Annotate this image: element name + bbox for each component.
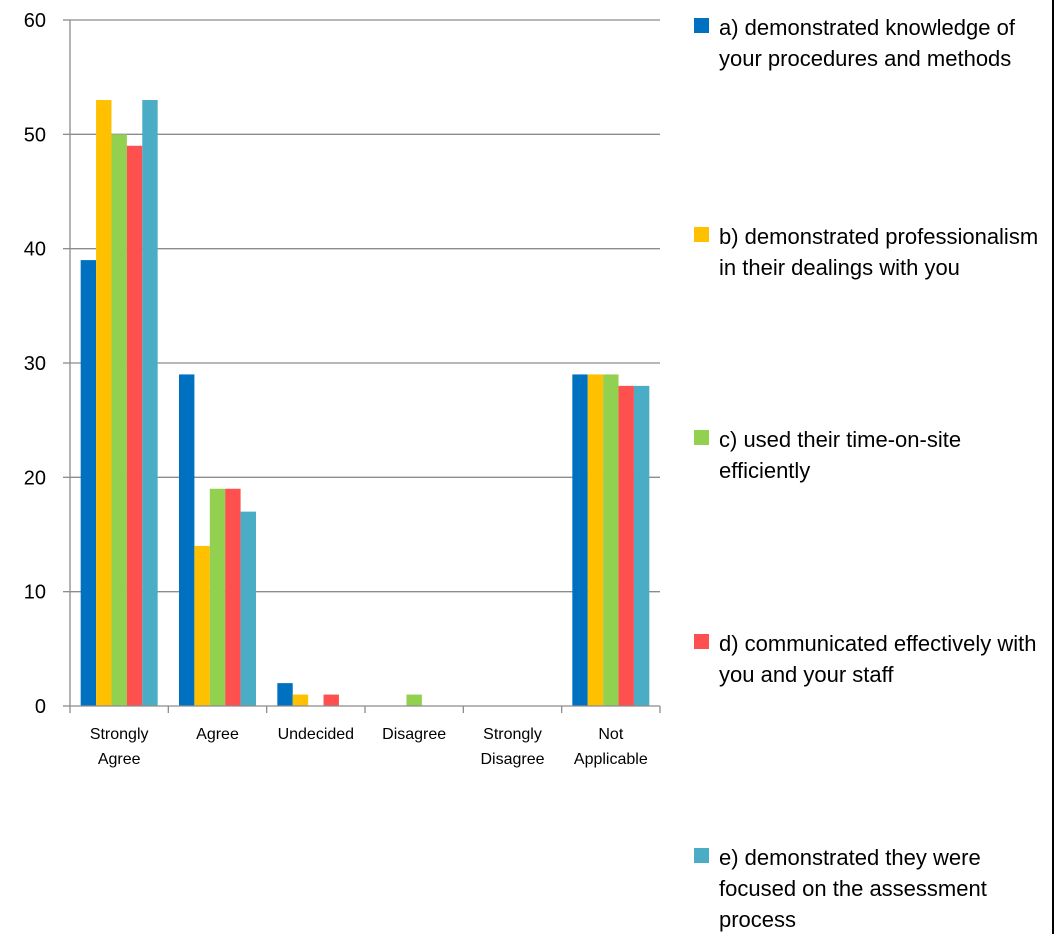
- x-category-label: Disagree: [382, 726, 446, 743]
- x-category-label: Strongly: [483, 726, 542, 743]
- legend-label: d) communicated effectively with you and…: [719, 631, 1037, 687]
- y-tick-labels: 0 10 20 30 40 50 60: [24, 10, 46, 718]
- y-tick-label: 20: [24, 467, 46, 489]
- legend-label: e) demonstrated they were focused on the…: [719, 845, 987, 932]
- x-category-label: Disagree: [480, 751, 544, 768]
- legend-swatch: [694, 848, 709, 863]
- x-category-label: Undecided: [278, 726, 355, 743]
- y-tick-label: 10: [24, 582, 46, 604]
- legend-item: b) demonstrated professionalism in their…: [694, 221, 1044, 283]
- bar: [142, 100, 158, 707]
- gridlines: [70, 19, 660, 593]
- x-category-label: Agree: [196, 726, 239, 743]
- legend-swatch: [694, 18, 709, 33]
- bar: [323, 694, 339, 706]
- bar: [587, 374, 604, 706]
- x-category-labels: Strongly Agree Agree Undecided Disagree Stron…: [90, 726, 648, 768]
- legend-label: c) used their time-on-site efficiently: [719, 427, 962, 483]
- bar: [111, 134, 127, 707]
- bar: [633, 385, 650, 706]
- legend-label: a) demonstrated knowledge of your proced…: [719, 15, 1015, 71]
- legend-item: e) demonstrated they were focused on the…: [694, 842, 1044, 935]
- x-category-label: Applicable: [574, 751, 648, 768]
- bar: [277, 683, 293, 706]
- bar: [209, 488, 226, 706]
- bar: [194, 545, 210, 706]
- legend-swatch: [694, 227, 709, 242]
- x-category-label: Strongly: [90, 726, 149, 743]
- y-tick-label: 40: [24, 239, 46, 261]
- legend-item: c) used their time-on-site efficiently: [694, 424, 1044, 486]
- y-tick-label: 50: [24, 124, 46, 146]
- bar: [179, 374, 195, 706]
- bar: [240, 511, 256, 706]
- y-tick-label: 30: [24, 353, 46, 375]
- bar: [406, 694, 422, 706]
- x-category-label: Not: [598, 726, 623, 743]
- legend-swatch: [694, 430, 709, 445]
- bar: [618, 385, 634, 706]
- legend-item: a) demonstrated knowledge of your proced…: [694, 12, 1044, 74]
- legend-item: d) communicated effectively with you and…: [694, 628, 1044, 690]
- bar: [572, 374, 588, 706]
- bar: [292, 694, 309, 706]
- bar: [96, 100, 112, 707]
- y-tick-label: 0: [35, 696, 46, 718]
- bar: [225, 488, 241, 706]
- legend-label: b) demonstrated professionalism in their…: [719, 224, 1039, 280]
- y-tick-label: 60: [24, 10, 46, 32]
- bar: [126, 145, 143, 706]
- bar: [80, 260, 97, 706]
- bars: [80, 100, 650, 707]
- legend-swatch: [694, 634, 709, 649]
- x-category-label: Agree: [98, 751, 141, 768]
- axes: [63, 19, 661, 713]
- bar: [603, 374, 619, 706]
